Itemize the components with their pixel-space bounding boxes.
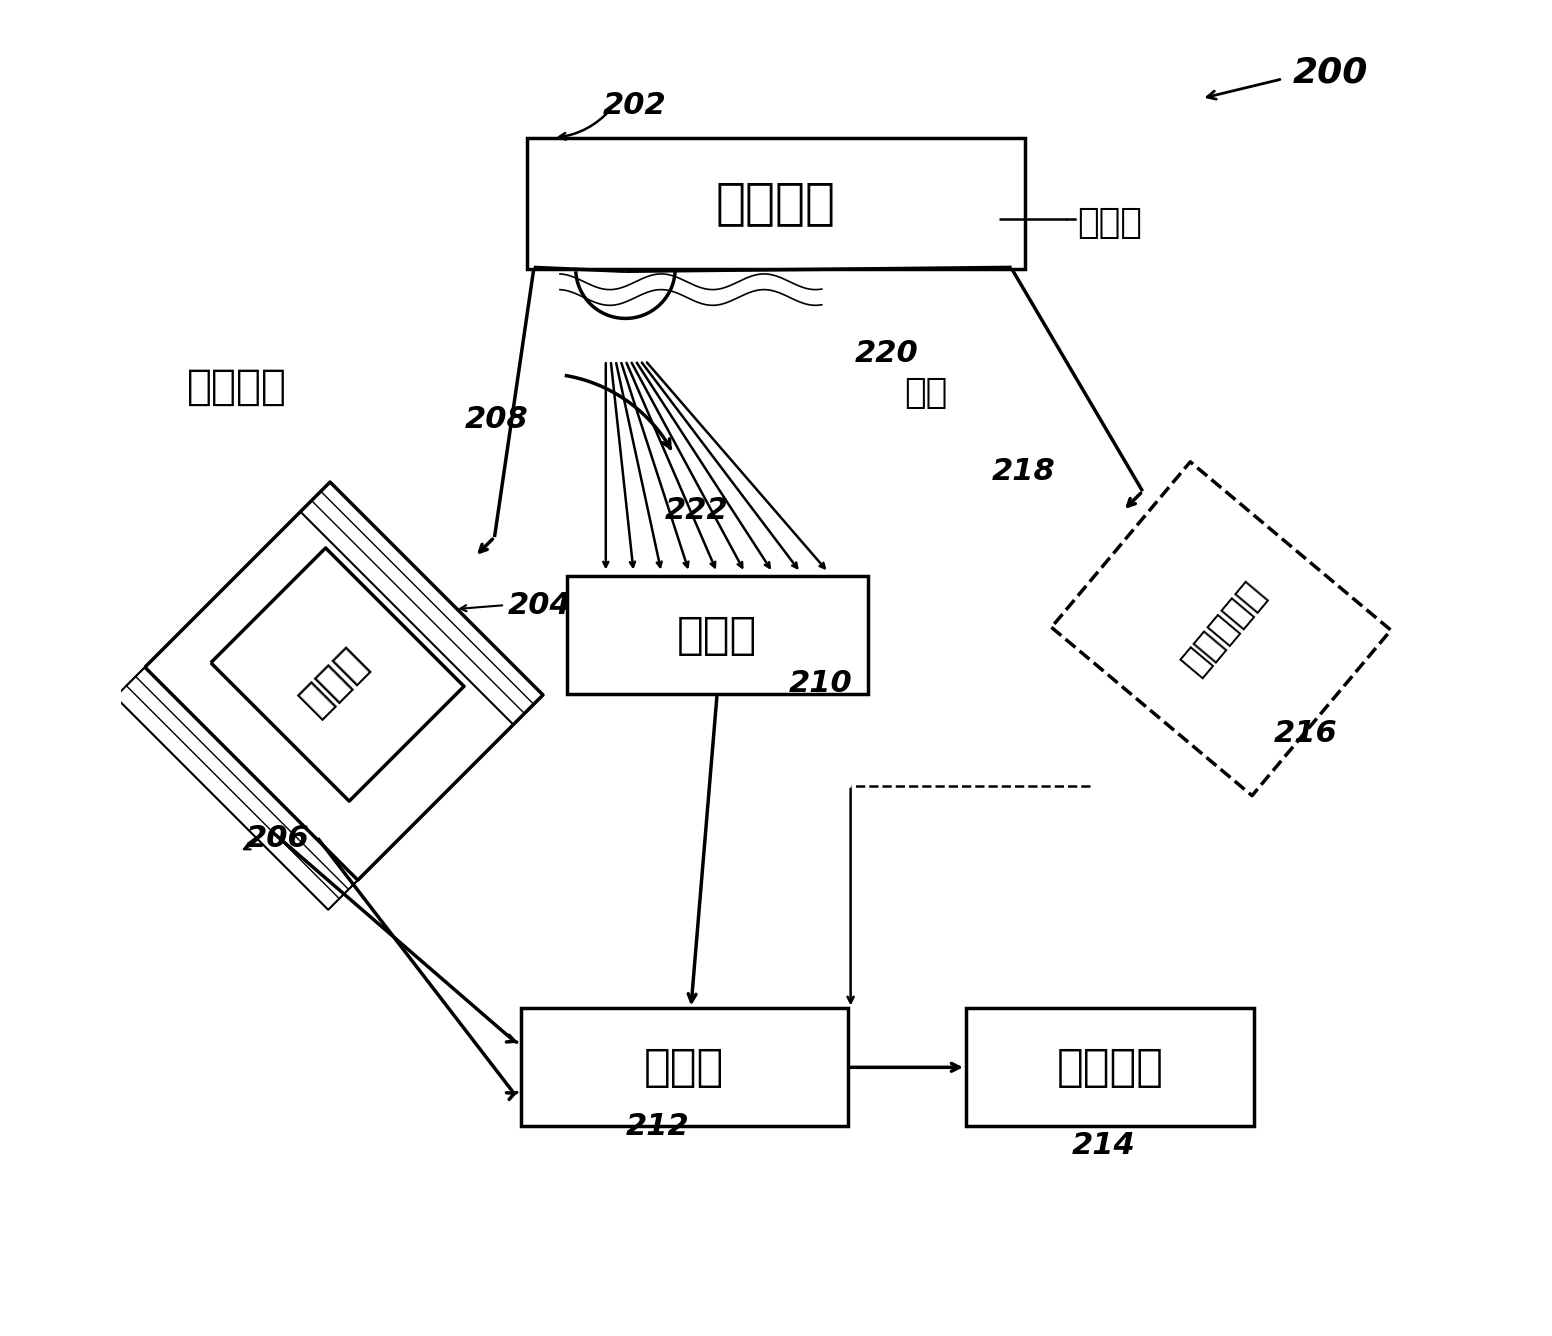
Text: 222: 222: [664, 497, 728, 525]
Text: 组织样品: 组织样品: [715, 179, 837, 227]
Bar: [528, 138, 1024, 269]
Text: 208: 208: [464, 405, 528, 434]
Text: 218: 218: [992, 457, 1055, 486]
Bar: [965, 1009, 1254, 1126]
Text: 214: 214: [1072, 1132, 1136, 1161]
Text: 检测器: 检测器: [677, 613, 757, 657]
Text: 200: 200: [1293, 55, 1369, 90]
Text: 212: 212: [625, 1112, 689, 1141]
Text: 216: 216: [1274, 719, 1338, 748]
Text: 204: 204: [508, 591, 571, 620]
Bar: [566, 576, 868, 695]
Text: 侗逃场: 侗逃场: [1077, 206, 1142, 240]
Text: 控制器: 控制器: [644, 1046, 725, 1089]
Text: 棱鸜: 棱鸜: [905, 375, 948, 410]
Text: 220: 220: [855, 339, 919, 369]
Text: 202: 202: [604, 91, 667, 119]
Text: 激光器: 激光器: [292, 640, 376, 723]
Text: 206: 206: [245, 824, 309, 852]
Text: 210: 210: [788, 669, 854, 699]
Text: 反射检测器: 反射检测器: [1176, 576, 1271, 681]
Text: 输出设备: 输出设备: [1057, 1046, 1164, 1089]
Text: 角度改变: 角度改变: [186, 366, 287, 407]
Bar: [520, 1009, 847, 1126]
